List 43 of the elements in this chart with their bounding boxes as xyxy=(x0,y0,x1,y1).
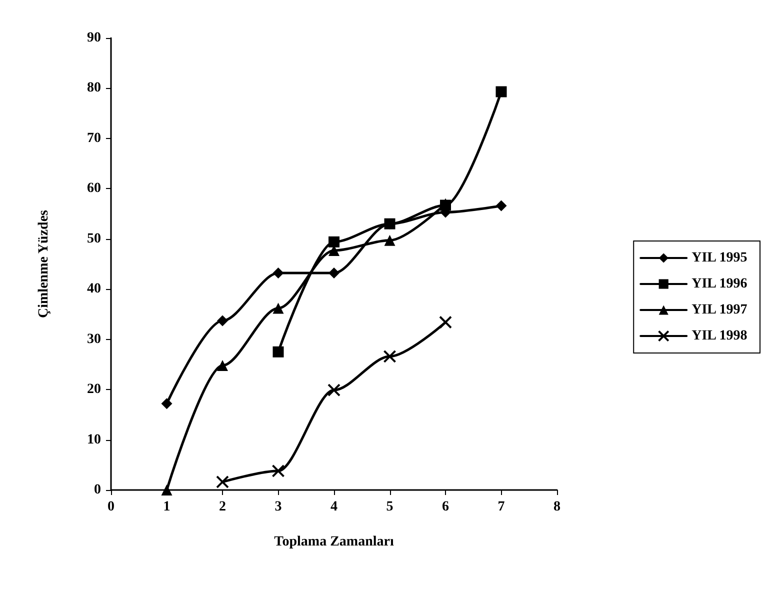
x-tick-label: 4 xyxy=(330,500,338,514)
y-tick-label: 70 xyxy=(87,130,101,146)
legend-label: YIL 1996 xyxy=(692,276,748,292)
point xyxy=(217,315,228,326)
y-axis-title: Çimlenme Yüzdes xyxy=(36,209,52,318)
x-tick-label: 3 xyxy=(274,500,282,514)
legend-label: YIL 1995 xyxy=(692,250,748,266)
x-axis-title: Toplama Zamanları xyxy=(274,534,394,550)
legend-label: YIL 1997 xyxy=(692,302,748,318)
x-tick-label: 2 xyxy=(219,500,226,514)
point xyxy=(384,218,396,230)
x-tick-label: 7 xyxy=(498,500,505,514)
point xyxy=(384,234,396,246)
point xyxy=(496,200,507,212)
x-tick-label: 0 xyxy=(108,500,114,514)
x-tick-label: 1 xyxy=(163,500,170,514)
point xyxy=(272,346,284,358)
x-tick-label: 5 xyxy=(386,500,394,514)
point xyxy=(328,268,340,279)
point xyxy=(216,475,229,488)
y-tick-label: 50 xyxy=(87,231,101,246)
point xyxy=(328,384,340,397)
legend-label: YIL 1998 xyxy=(692,328,748,344)
point xyxy=(496,86,507,98)
point xyxy=(272,464,285,478)
point xyxy=(272,268,284,279)
y-tick-label: 20 xyxy=(87,382,101,398)
point xyxy=(439,316,452,329)
y-tick-label: 90 xyxy=(87,30,101,46)
y-tick-label: 10 xyxy=(87,432,101,448)
point xyxy=(328,236,340,248)
x-tick-label: 6 xyxy=(442,500,449,514)
y-tick-label: 40 xyxy=(87,282,101,297)
point xyxy=(161,484,172,496)
y-tick-label: 80 xyxy=(87,80,101,96)
y-tick-label: 0 xyxy=(94,482,101,498)
y-tick-label: 30 xyxy=(87,332,101,347)
point xyxy=(383,350,396,363)
point xyxy=(217,360,228,371)
point xyxy=(272,302,284,314)
y-tick-label: 60 xyxy=(87,181,101,196)
x-tick-label: 8 xyxy=(554,500,560,514)
point xyxy=(161,398,172,410)
